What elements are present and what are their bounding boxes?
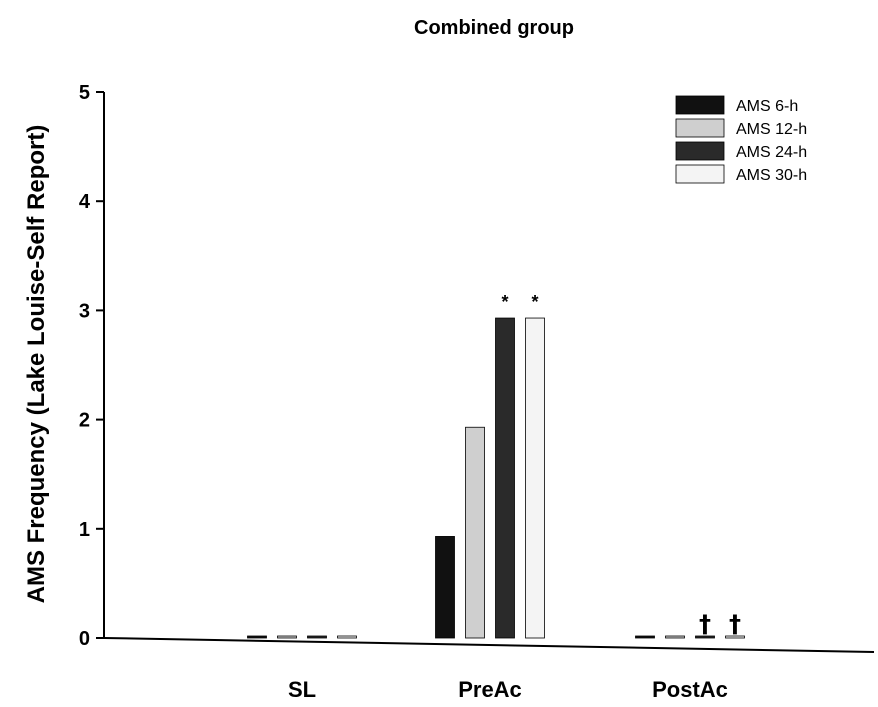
y-tick-label: 3 [79,300,90,322]
bar [695,635,715,639]
y-tick-label: 4 [79,191,91,213]
legend-swatch [675,164,725,184]
bar [635,635,655,639]
x-category-label: PreAc [458,677,522,702]
bar [277,635,297,639]
y-tick-label: 2 [79,410,90,432]
legend-swatch [675,141,725,161]
legend-label: AMS 24-h [736,144,807,161]
bar [435,536,455,639]
bar [465,426,485,639]
y-tick-label: 1 [79,519,90,541]
y-tick-label: 0 [79,628,90,650]
significance-asterisk: * [501,292,508,312]
annotations: * * † † [501,292,741,638]
legend-swatch [675,118,725,138]
legend-label: AMS 12-h [736,121,807,138]
bar [525,317,545,639]
legend-label: AMS 30-h [736,167,807,184]
x-categories: SL PreAc PostAc [288,677,728,702]
significance-asterisk: * [531,292,538,312]
bar [247,635,267,639]
legend: AMS 6-h AMS 12-h AMS 24-h AMS 30-h [675,95,807,184]
x-category-label: PostAc [652,677,728,702]
x-axis-line [103,637,875,653]
bar [495,317,515,639]
bars [247,317,745,639]
bar [665,635,685,639]
bar [337,635,357,639]
dagger-annotation: † [699,610,711,638]
chart-title: Combined group [414,17,574,39]
y-tick-label: 5 [79,82,90,104]
bar [725,635,745,639]
legend-swatch [675,95,725,115]
bar [307,635,327,639]
dagger-annotation: † [729,610,741,638]
y-ticks: 0 1 2 3 4 5 [79,82,104,650]
x-category-label: SL [288,677,316,702]
axes [103,92,875,653]
legend-label: AMS 6-h [736,98,798,115]
y-axis-title: AMS Frequency (Lake Louise-Self Report) [23,125,50,604]
